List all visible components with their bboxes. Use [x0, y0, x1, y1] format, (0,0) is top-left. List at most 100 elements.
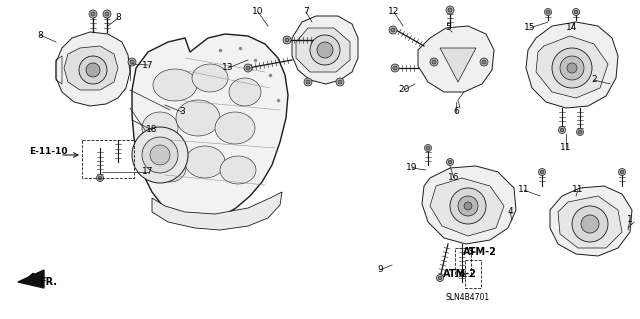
Text: 4: 4	[507, 207, 513, 217]
Circle shape	[579, 130, 582, 134]
Circle shape	[244, 64, 252, 72]
Circle shape	[128, 58, 136, 66]
Polygon shape	[430, 178, 504, 236]
Circle shape	[424, 145, 431, 152]
Polygon shape	[296, 28, 350, 72]
Text: SLN4B4701: SLN4B4701	[446, 293, 490, 302]
Text: 8: 8	[37, 31, 43, 40]
Polygon shape	[152, 192, 282, 230]
Circle shape	[436, 275, 444, 281]
Circle shape	[464, 202, 472, 210]
Text: 17: 17	[142, 167, 154, 176]
Circle shape	[547, 10, 550, 14]
Polygon shape	[64, 46, 118, 90]
Circle shape	[391, 28, 395, 32]
Circle shape	[150, 145, 170, 165]
Polygon shape	[422, 166, 516, 244]
Circle shape	[142, 137, 178, 173]
Text: 10: 10	[252, 8, 264, 17]
Polygon shape	[440, 48, 476, 82]
Circle shape	[450, 188, 486, 224]
Circle shape	[573, 9, 579, 16]
Circle shape	[97, 174, 104, 182]
Circle shape	[618, 168, 625, 175]
Circle shape	[458, 196, 478, 216]
Text: 3: 3	[179, 108, 185, 116]
Circle shape	[447, 159, 454, 166]
Text: 2: 2	[591, 76, 597, 85]
Text: 11: 11	[572, 186, 584, 195]
Circle shape	[86, 63, 100, 77]
Ellipse shape	[229, 78, 261, 106]
Circle shape	[391, 64, 399, 72]
Circle shape	[91, 12, 95, 16]
Circle shape	[446, 6, 454, 14]
Text: 5: 5	[445, 24, 451, 33]
Circle shape	[338, 80, 342, 84]
Text: 13: 13	[222, 63, 234, 72]
Polygon shape	[292, 16, 358, 84]
Text: 20: 20	[398, 85, 410, 94]
Circle shape	[552, 48, 592, 88]
Circle shape	[317, 42, 333, 58]
Text: 6: 6	[453, 108, 459, 116]
Circle shape	[105, 12, 109, 16]
Circle shape	[545, 9, 552, 16]
Polygon shape	[550, 186, 632, 256]
Ellipse shape	[142, 112, 178, 144]
Bar	[82, 140, 134, 178]
Bar	[465, 260, 481, 288]
Circle shape	[540, 170, 544, 174]
Circle shape	[572, 206, 608, 242]
Polygon shape	[56, 32, 130, 106]
Text: 9: 9	[377, 265, 383, 275]
Circle shape	[285, 38, 289, 42]
Ellipse shape	[176, 100, 220, 136]
Text: 19: 19	[406, 164, 418, 173]
Text: 18: 18	[147, 125, 157, 135]
Circle shape	[448, 160, 452, 164]
Polygon shape	[418, 26, 494, 92]
Text: E-11-10: E-11-10	[29, 147, 67, 157]
Polygon shape	[56, 56, 62, 84]
Ellipse shape	[215, 112, 255, 144]
Polygon shape	[526, 22, 618, 108]
Circle shape	[132, 127, 188, 183]
Ellipse shape	[153, 69, 197, 101]
Circle shape	[581, 215, 599, 233]
Circle shape	[448, 8, 452, 12]
Circle shape	[559, 127, 566, 133]
Text: 17: 17	[142, 61, 154, 70]
Circle shape	[283, 36, 291, 44]
Text: 11: 11	[518, 186, 530, 195]
Circle shape	[304, 78, 312, 86]
Circle shape	[246, 66, 250, 70]
Circle shape	[393, 66, 397, 70]
Circle shape	[438, 276, 442, 280]
Circle shape	[480, 58, 488, 66]
Text: 16: 16	[448, 174, 460, 182]
Circle shape	[620, 170, 624, 174]
Ellipse shape	[154, 154, 186, 182]
Polygon shape	[132, 34, 288, 220]
Circle shape	[426, 146, 429, 150]
Polygon shape	[18, 270, 44, 288]
Ellipse shape	[185, 146, 225, 178]
Circle shape	[130, 60, 134, 64]
Circle shape	[538, 168, 545, 175]
Circle shape	[103, 10, 111, 18]
Circle shape	[430, 58, 438, 66]
Circle shape	[577, 129, 584, 136]
Circle shape	[310, 35, 340, 65]
Circle shape	[560, 128, 564, 132]
Text: 7: 7	[303, 8, 309, 17]
Ellipse shape	[192, 64, 228, 92]
Text: 12: 12	[388, 8, 400, 17]
Circle shape	[336, 78, 344, 86]
Ellipse shape	[220, 156, 256, 184]
Circle shape	[89, 10, 97, 18]
Circle shape	[79, 56, 107, 84]
Circle shape	[306, 80, 310, 84]
Text: 11: 11	[560, 144, 572, 152]
Text: FR.: FR.	[39, 277, 57, 287]
